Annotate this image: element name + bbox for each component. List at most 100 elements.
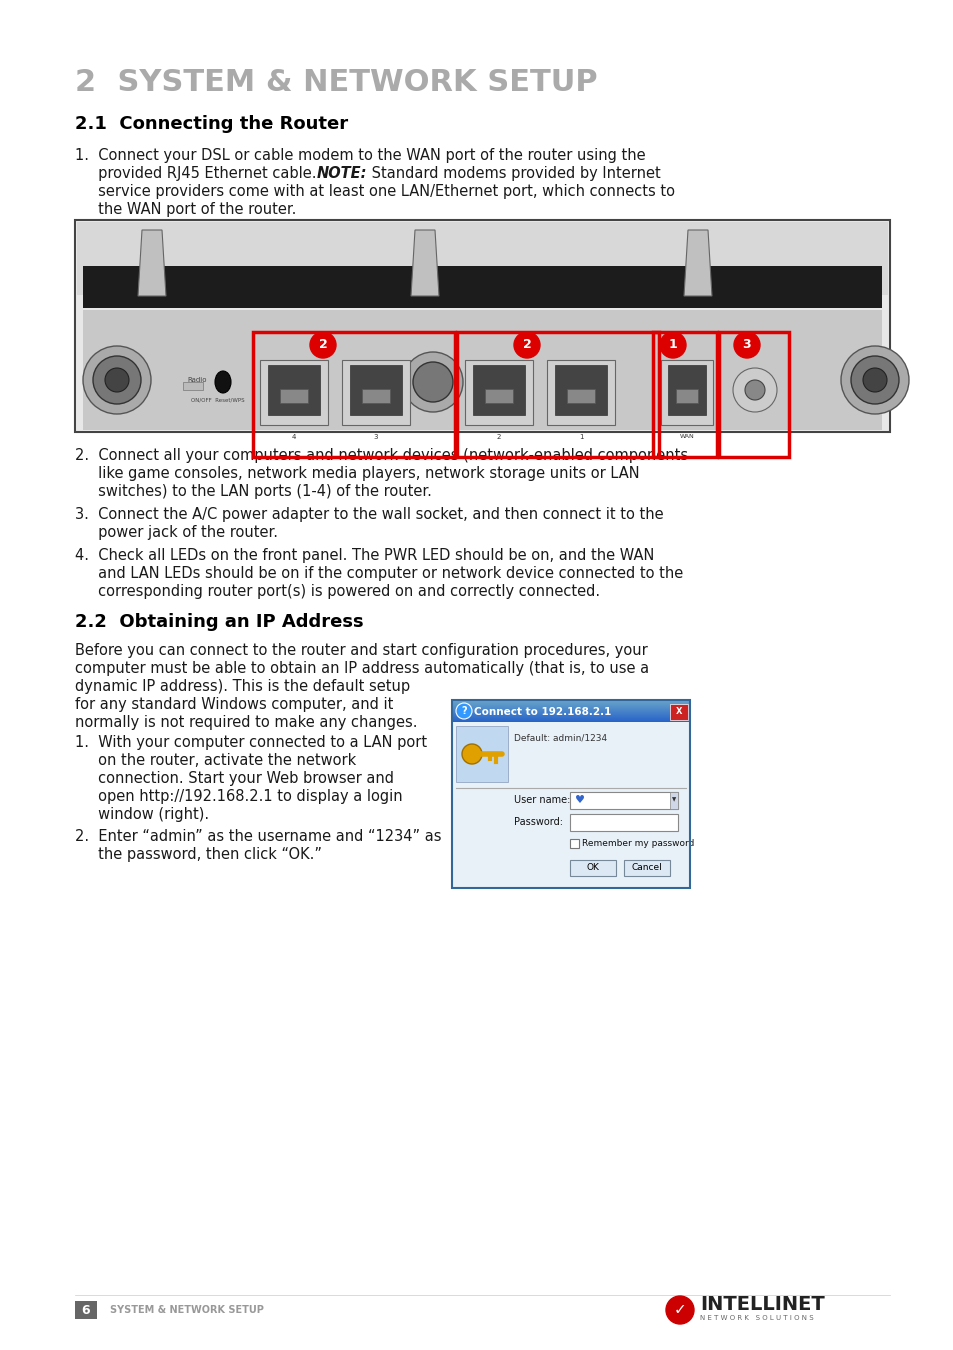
Bar xyxy=(341,360,410,425)
Text: User name:: User name: xyxy=(514,795,570,805)
Text: 2.  Connect all your computers and network devices (network-enabled components: 2. Connect all your computers and networ… xyxy=(75,448,687,463)
Bar xyxy=(660,360,712,425)
Bar xyxy=(75,220,889,432)
Text: dynamic IP address). This is the default setup: dynamic IP address). This is the default… xyxy=(75,679,410,694)
Text: the password, then click “OK.”: the password, then click “OK.” xyxy=(75,846,322,863)
Circle shape xyxy=(744,379,764,400)
Text: Before you can connect to the router and start configuration procedures, your: Before you can connect to the router and… xyxy=(75,643,647,657)
Text: 4.  Check all LEDs on the front panel. The PWR LED should be on, and the WAN: 4. Check all LEDs on the front panel. Th… xyxy=(75,548,654,563)
Circle shape xyxy=(413,362,453,402)
Circle shape xyxy=(92,356,141,404)
Circle shape xyxy=(105,369,129,391)
Bar xyxy=(452,722,689,888)
Ellipse shape xyxy=(214,371,231,393)
Bar xyxy=(456,726,507,782)
Text: 2.  Enter “admin” as the username and “1234” as: 2. Enter “admin” as the username and “12… xyxy=(75,829,441,844)
Bar xyxy=(280,389,308,404)
Bar xyxy=(77,221,887,431)
Bar xyxy=(183,382,203,390)
Text: 2: 2 xyxy=(318,339,327,351)
Circle shape xyxy=(850,356,898,404)
Text: 2: 2 xyxy=(522,339,531,351)
Bar xyxy=(77,221,887,296)
Text: 3: 3 xyxy=(374,433,377,440)
Text: Remember my password: Remember my password xyxy=(581,838,694,848)
Text: Radio: Radio xyxy=(187,377,206,383)
Circle shape xyxy=(665,1296,693,1324)
Text: switches) to the LAN ports (1-4) of the router.: switches) to the LAN ports (1-4) of the … xyxy=(75,485,432,500)
Bar xyxy=(555,364,606,414)
Bar xyxy=(719,332,788,458)
Circle shape xyxy=(659,332,685,358)
Circle shape xyxy=(461,744,481,764)
Text: on the router, activate the network: on the router, activate the network xyxy=(75,753,355,768)
Bar xyxy=(452,701,689,888)
Text: 2  SYSTEM & NETWORK SETUP: 2 SYSTEM & NETWORK SETUP xyxy=(75,68,597,97)
Text: 2: 2 xyxy=(497,433,500,440)
Circle shape xyxy=(310,332,335,358)
Text: 1: 1 xyxy=(668,339,677,351)
Text: window (right).: window (right). xyxy=(75,807,209,822)
Text: 2.2  Obtaining an IP Address: 2.2 Obtaining an IP Address xyxy=(75,613,363,630)
Bar xyxy=(569,838,578,848)
Text: Password:: Password: xyxy=(514,817,562,828)
Bar xyxy=(253,332,455,458)
Circle shape xyxy=(83,346,151,414)
Text: provided RJ45 Ethernet cable.: provided RJ45 Ethernet cable. xyxy=(75,166,321,181)
Bar xyxy=(569,792,678,809)
Polygon shape xyxy=(138,230,166,296)
Text: like game consoles, network media players, network storage units or LAN: like game consoles, network media player… xyxy=(75,466,639,481)
Text: Standard modems provided by Internet: Standard modems provided by Internet xyxy=(367,166,660,181)
Bar xyxy=(83,310,882,431)
Bar xyxy=(569,814,678,832)
Bar xyxy=(546,360,615,425)
Circle shape xyxy=(514,332,539,358)
Text: 1.  With your computer connected to a LAN port: 1. With your computer connected to a LAN… xyxy=(75,734,427,751)
Circle shape xyxy=(456,703,472,720)
Text: normally is not required to make any changes.: normally is not required to make any cha… xyxy=(75,716,417,730)
Text: N E T W O R K   S O L U T I O N S: N E T W O R K S O L U T I O N S xyxy=(700,1315,813,1322)
Text: X: X xyxy=(675,707,681,717)
Text: ON/OFF  Reset/WPS: ON/OFF Reset/WPS xyxy=(191,397,244,402)
Bar xyxy=(484,389,513,404)
Circle shape xyxy=(841,346,908,414)
Bar xyxy=(464,360,533,425)
Text: 1.  Connect your DSL or cable modem to the WAN port of the router using the: 1. Connect your DSL or cable modem to th… xyxy=(75,148,645,163)
Text: open http://192.168.2.1 to display a login: open http://192.168.2.1 to display a log… xyxy=(75,788,402,805)
Bar xyxy=(569,860,616,876)
Text: Connect to 192.168.2.1: Connect to 192.168.2.1 xyxy=(474,707,611,717)
Text: ✓: ✓ xyxy=(673,1303,685,1318)
Text: ♥: ♥ xyxy=(575,795,584,805)
Bar xyxy=(676,389,698,404)
Text: NOTE:: NOTE: xyxy=(316,166,367,181)
Text: 6: 6 xyxy=(82,1304,91,1316)
Text: INTELLINET: INTELLINET xyxy=(700,1296,824,1315)
Bar xyxy=(473,364,524,414)
Bar xyxy=(361,389,390,404)
Text: the WAN port of the router.: the WAN port of the router. xyxy=(75,202,296,217)
Text: computer must be able to obtain an IP address automatically (that is, to use a: computer must be able to obtain an IP ad… xyxy=(75,662,648,676)
Text: corresponding router port(s) is powered on and correctly connected.: corresponding router port(s) is powered … xyxy=(75,585,599,599)
Text: power jack of the router.: power jack of the router. xyxy=(75,525,277,540)
Circle shape xyxy=(862,369,886,391)
Bar xyxy=(669,792,678,809)
Text: 4: 4 xyxy=(292,433,295,440)
Polygon shape xyxy=(411,230,438,296)
Bar xyxy=(566,389,595,404)
Text: 3: 3 xyxy=(741,339,751,351)
Text: OK: OK xyxy=(586,864,598,872)
Text: 3.  Connect the A/C power adapter to the wall socket, and then connect it to the: 3. Connect the A/C power adapter to the … xyxy=(75,508,663,522)
Text: connection. Start your Web browser and: connection. Start your Web browser and xyxy=(75,771,394,786)
Circle shape xyxy=(402,352,462,412)
Text: 1: 1 xyxy=(578,433,582,440)
Bar xyxy=(456,332,659,458)
Text: ?: ? xyxy=(460,706,466,716)
Text: ▼: ▼ xyxy=(671,798,676,802)
Circle shape xyxy=(733,332,760,358)
Bar xyxy=(669,703,687,720)
Bar xyxy=(75,1301,97,1319)
Text: Cancel: Cancel xyxy=(631,864,661,872)
Text: WAN: WAN xyxy=(679,435,694,440)
Bar xyxy=(652,332,717,458)
Bar xyxy=(260,360,328,425)
